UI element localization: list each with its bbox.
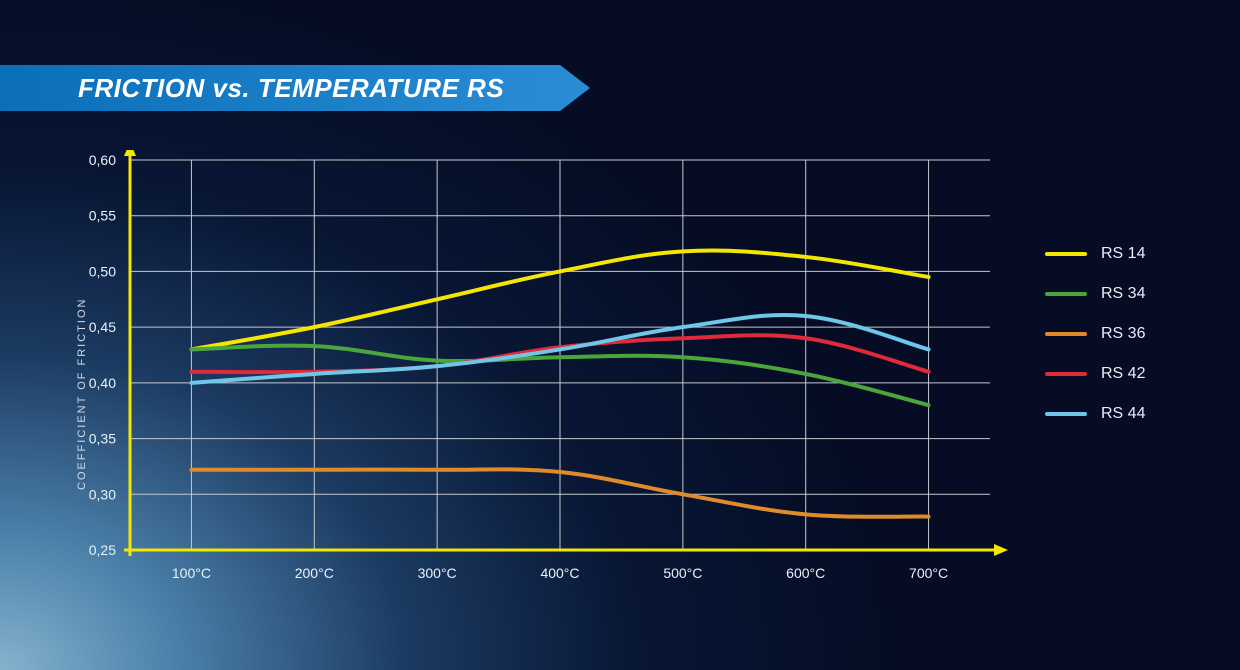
y-tick-label: 0,55	[89, 208, 116, 224]
x-tick-label: 200°C	[295, 565, 334, 581]
y-tick-label: 0,50	[89, 263, 116, 279]
legend-swatch-icon	[1045, 412, 1087, 416]
legend-swatch-icon	[1045, 252, 1087, 256]
legend-item: RS 34	[1045, 285, 1145, 303]
chart-container: COEFFICIENT OF FRICTION 100°C 200°C 300°C 4…	[70, 150, 1190, 640]
y-tick-label: 0,25	[89, 542, 116, 558]
legend-item: RS 44	[1045, 405, 1145, 423]
legend-swatch-icon	[1045, 372, 1087, 376]
legend-item: RS 14	[1045, 245, 1145, 263]
y-axis-arrow-icon	[124, 150, 136, 156]
legend-label: RS 42	[1101, 365, 1145, 383]
legend-item: RS 36	[1045, 325, 1145, 343]
y-tick-label: 0,60	[89, 152, 116, 168]
x-tick-label: 500°C	[663, 565, 702, 581]
x-tick-label: 100°C	[172, 565, 211, 581]
x-tick-label: 600°C	[786, 565, 825, 581]
legend-swatch-icon	[1045, 332, 1087, 336]
x-tick-label: 300°C	[418, 565, 457, 581]
y-tick-label: 0,40	[89, 375, 116, 391]
page-title: FRICTION vs. TEMPERATURE RS	[0, 73, 504, 104]
page-root: FRICTION vs. TEMPERATURE RS COEFFICIENT …	[0, 0, 1240, 670]
x-tick-label: 400°C	[540, 565, 579, 581]
legend-item: RS 42	[1045, 365, 1145, 383]
y-axis-title: COEFFICIENT OF FRICTION	[76, 490, 268, 502]
legend-swatch-icon	[1045, 292, 1087, 296]
legend-label: RS 14	[1101, 245, 1145, 263]
legend-label: RS 44	[1101, 405, 1145, 423]
y-tick-label: 0,45	[89, 319, 116, 335]
legend: RS 14 RS 34 RS 36 RS 42 RS 44	[1045, 245, 1145, 423]
x-tick-label: 700°C	[909, 565, 948, 581]
chart-svg: 100°C 200°C 300°C 400°C 500°C 600°C 700°C 0,25…	[70, 150, 1030, 610]
x-axis-arrow-icon	[994, 544, 1008, 556]
legend-label: RS 36	[1101, 325, 1145, 343]
title-banner: FRICTION vs. TEMPERATURE RS	[0, 65, 504, 111]
y-tick-label: 0,35	[89, 431, 116, 447]
legend-label: RS 34	[1101, 285, 1145, 303]
